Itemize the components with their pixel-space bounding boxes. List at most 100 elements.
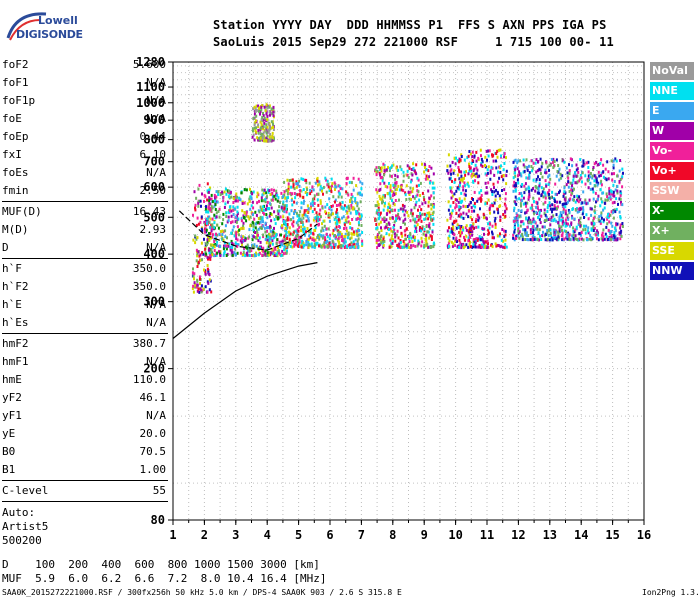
echo-point <box>512 184 515 188</box>
echo-point <box>518 236 521 240</box>
echo-point <box>618 169 621 173</box>
echo-point <box>593 162 596 166</box>
echo-point <box>263 116 266 120</box>
echo-point <box>596 229 599 233</box>
echo-point <box>244 211 247 215</box>
echo-point <box>272 249 275 253</box>
echo-point <box>337 239 340 243</box>
echo-point <box>453 233 456 236</box>
echo-point <box>389 184 392 188</box>
param-value: 350.0 <box>132 280 166 293</box>
echo-point <box>498 205 501 208</box>
echo-point <box>613 235 616 239</box>
echo-point <box>417 178 420 182</box>
echo-point <box>283 193 286 197</box>
echo-point <box>496 190 499 194</box>
echo-point <box>397 208 400 212</box>
echo-point <box>515 234 518 238</box>
echo-point <box>413 224 416 228</box>
echo-point <box>486 201 488 205</box>
echo-point <box>452 225 455 229</box>
echo-point <box>494 198 497 202</box>
echo-point <box>234 199 237 203</box>
echo-point <box>384 225 387 229</box>
echo-point <box>426 177 429 181</box>
echo-point <box>195 237 198 241</box>
echo-point <box>278 240 281 244</box>
echo-point <box>411 173 414 177</box>
echo-point <box>541 175 544 179</box>
echo-point <box>462 228 465 232</box>
echo-point <box>281 253 284 257</box>
echo-point <box>402 179 405 183</box>
echo-point <box>529 218 532 222</box>
echo-point <box>427 217 430 221</box>
echo-point <box>418 205 421 208</box>
echo-point <box>615 197 618 201</box>
echo-point <box>273 210 276 214</box>
echo-point <box>420 236 423 240</box>
echo-point <box>503 155 506 159</box>
echo-point <box>248 217 251 221</box>
echo-point <box>204 270 207 274</box>
echo-point <box>290 241 293 245</box>
echo-point <box>260 225 263 229</box>
echo-point <box>450 211 453 215</box>
echo-point <box>421 162 423 166</box>
echo-point <box>431 230 434 234</box>
echo-point <box>309 223 312 227</box>
echo-point <box>196 283 199 287</box>
echo-point <box>268 139 271 143</box>
echo-point <box>227 219 230 223</box>
echo-point <box>269 193 272 196</box>
echo-point <box>192 238 195 242</box>
echo-point <box>532 161 535 165</box>
echo-point <box>347 231 350 235</box>
echo-point <box>196 252 199 256</box>
echo-point <box>343 237 346 241</box>
echo-point <box>339 187 342 190</box>
echo-point <box>257 131 260 135</box>
echo-point <box>375 218 378 222</box>
echo-point <box>265 103 268 107</box>
echo-point <box>559 176 562 180</box>
echo-point <box>251 127 254 131</box>
echo-point <box>477 225 480 229</box>
echo-point <box>409 180 412 184</box>
echo-point <box>561 216 564 220</box>
echo-point <box>216 240 219 244</box>
echo-point <box>616 189 619 193</box>
echo-point <box>253 123 256 127</box>
echo-point <box>262 135 265 139</box>
echo-point <box>194 234 197 238</box>
echo-point <box>335 204 338 207</box>
echo-point <box>619 216 622 220</box>
echo-point <box>269 241 272 245</box>
echo-point <box>558 200 561 204</box>
x-tick-label: 6 <box>326 528 333 542</box>
echo-point <box>602 235 605 239</box>
echo-point <box>577 207 580 211</box>
param-value: N/A <box>146 112 166 125</box>
echo-point <box>464 184 466 188</box>
echo-point <box>457 200 460 204</box>
echo-point <box>237 217 240 221</box>
echo-point <box>302 195 305 199</box>
echo-point <box>474 174 477 178</box>
echo-point <box>396 175 399 179</box>
auto-scaling-label: Auto: <box>2 506 36 519</box>
echo-point <box>519 172 522 176</box>
param-key: h`F2 <box>2 280 29 293</box>
echo-point <box>381 179 384 183</box>
echo-point <box>555 158 558 162</box>
echo-point <box>271 232 274 236</box>
echo-point <box>331 182 334 186</box>
echo-point <box>255 130 258 134</box>
echo-point <box>222 230 225 234</box>
echo-point <box>564 191 567 195</box>
echo-point <box>455 198 458 202</box>
echo-point <box>292 240 295 244</box>
echo-point <box>499 215 502 219</box>
echo-point <box>488 206 491 210</box>
echo-point <box>472 172 475 176</box>
